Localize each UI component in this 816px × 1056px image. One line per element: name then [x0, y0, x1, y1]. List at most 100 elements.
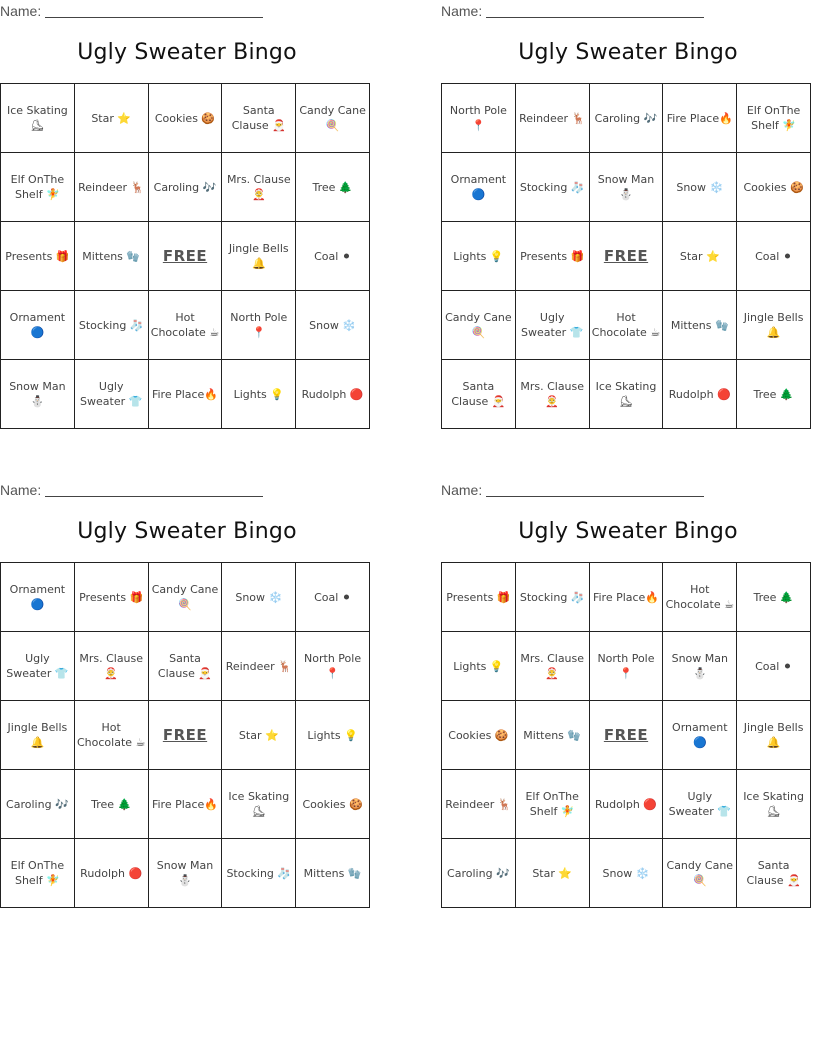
bingo-cell[interactable]: Presents 🎁 — [73, 562, 149, 632]
bingo-cell[interactable]: Cookies 🍪 — [147, 83, 223, 153]
bingo-cell[interactable]: Snow Man ⛄ — [147, 838, 223, 908]
bingo-cell[interactable]: Fire Place🔥 — [147, 359, 223, 429]
bingo-cell[interactable]: Lights 💡 — [295, 700, 370, 770]
bingo-cell[interactable]: Coal ⚫ — [736, 221, 811, 291]
bingo-cell[interactable]: Snow ❄️ — [588, 838, 664, 908]
bingo-cell[interactable]: Ornament 🔵 — [0, 562, 75, 632]
bingo-cell[interactable]: Ugly Sweater 👕 — [0, 631, 75, 701]
bingo-cell[interactable]: Reindeer 🦌 — [441, 769, 516, 839]
bingo-cell[interactable]: Ice Skating ⛸ — [736, 769, 811, 839]
bingo-cell[interactable]: Jingle Bells 🔔 — [0, 700, 75, 770]
bingo-cell[interactable]: Cookies 🍪 — [736, 152, 811, 222]
bingo-cell[interactable]: Reindeer 🦌 — [73, 152, 149, 222]
bingo-cell[interactable]: Ugly Sweater 👕 — [662, 769, 738, 839]
bingo-cell[interactable]: Reindeer 🦌 — [221, 631, 297, 701]
bingo-cell[interactable]: Ornament 🔵 — [662, 700, 738, 770]
free-space-cell[interactable]: FREE — [147, 700, 223, 770]
bingo-cell[interactable]: Santa Clause 🎅 — [736, 838, 811, 908]
bingo-cell[interactable]: North Pole 📍 — [441, 83, 516, 153]
bingo-cell[interactable]: Tree 🌲 — [73, 769, 149, 839]
bingo-cell[interactable]: Tree 🌲 — [736, 359, 811, 429]
bingo-cell[interactable]: Jingle Bells 🔔 — [736, 290, 811, 360]
bingo-cell[interactable]: Ugly Sweater 👕 — [514, 290, 590, 360]
bingo-cell[interactable]: Ice Skating ⛸ — [221, 769, 297, 839]
bingo-cell[interactable]: Candy Cane 🍭 — [295, 83, 370, 153]
bingo-cell[interactable]: Stocking 🧦 — [73, 290, 149, 360]
bingo-cell[interactable]: Mittens 🧤 — [295, 838, 370, 908]
bingo-cell[interactable]: Mittens 🧤 — [514, 700, 590, 770]
bingo-cell[interactable]: Caroling 🎶 — [441, 838, 516, 908]
bingo-cell[interactable]: Caroling 🎶 — [147, 152, 223, 222]
bingo-cell[interactable]: Coal ⚫ — [736, 631, 811, 701]
name-field[interactable]: Name: — [441, 482, 705, 498]
bingo-cell[interactable]: Hot Chocolate ☕ — [147, 290, 223, 360]
bingo-cell[interactable]: North Pole 📍 — [295, 631, 370, 701]
bingo-cell[interactable]: Santa Clause 🎅 — [147, 631, 223, 701]
bingo-cell[interactable]: Stocking 🧦 — [514, 562, 590, 632]
bingo-cell[interactable]: North Pole 📍 — [221, 290, 297, 360]
name-field[interactable]: Name: — [441, 3, 705, 19]
bingo-cell[interactable]: Candy Cane 🍭 — [441, 290, 516, 360]
bingo-cell[interactable]: Lights 💡 — [221, 359, 297, 429]
name-blank-line[interactable] — [45, 484, 264, 497]
bingo-cell[interactable]: Fire Place🔥 — [147, 769, 223, 839]
bingo-cell[interactable]: Stocking 🧦 — [514, 152, 590, 222]
bingo-cell[interactable]: Mittens 🧤 — [662, 290, 738, 360]
bingo-cell[interactable]: Snow Man ⛄ — [0, 359, 75, 429]
bingo-cell[interactable]: Star ⭐ — [514, 838, 590, 908]
bingo-cell[interactable]: Hot Chocolate ☕ — [662, 562, 738, 632]
bingo-cell[interactable]: Coal ⚫ — [295, 221, 370, 291]
bingo-cell[interactable]: Rudolph 🔴 — [295, 359, 370, 429]
bingo-cell[interactable]: Candy Cane 🍭 — [147, 562, 223, 632]
bingo-cell[interactable]: Elf OnThe Shelf 🧚 — [0, 838, 75, 908]
bingo-cell[interactable]: Rudolph 🔴 — [588, 769, 664, 839]
bingo-cell[interactable]: Presents 🎁 — [441, 562, 516, 632]
name-blank-line[interactable] — [45, 5, 264, 18]
name-blank-line[interactable] — [486, 5, 705, 18]
bingo-cell[interactable]: Fire Place🔥 — [588, 562, 664, 632]
bingo-cell[interactable]: Lights 💡 — [441, 221, 516, 291]
free-space-cell[interactable]: FREE — [588, 221, 664, 291]
bingo-cell[interactable]: Fire Place🔥 — [662, 83, 738, 153]
bingo-cell[interactable]: Reindeer 🦌 — [514, 83, 590, 153]
name-blank-line[interactable] — [486, 484, 705, 497]
bingo-cell[interactable]: Snow ❄️ — [295, 290, 370, 360]
bingo-cell[interactable]: Star ⭐ — [221, 700, 297, 770]
bingo-cell[interactable]: Hot Chocolate ☕ — [588, 290, 664, 360]
bingo-cell[interactable]: Star ⭐ — [73, 83, 149, 153]
bingo-cell[interactable]: Presents 🎁 — [514, 221, 590, 291]
bingo-cell[interactable]: Rudolph 🔴 — [73, 838, 149, 908]
bingo-cell[interactable]: Snow ❄️ — [221, 562, 297, 632]
bingo-cell[interactable]: Santa Clause 🎅 — [441, 359, 516, 429]
bingo-cell[interactable]: Lights 💡 — [441, 631, 516, 701]
bingo-cell[interactable]: Ornament 🔵 — [0, 290, 75, 360]
bingo-cell[interactable]: Mrs. Clause 🤶 — [221, 152, 297, 222]
bingo-cell[interactable]: Hot Chocolate ☕ — [73, 700, 149, 770]
free-space-cell[interactable]: FREE — [147, 221, 223, 291]
bingo-cell[interactable]: Candy Cane 🍭 — [662, 838, 738, 908]
bingo-cell[interactable]: Santa Clause 🎅 — [221, 83, 297, 153]
bingo-cell[interactable]: Presents 🎁 — [0, 221, 75, 291]
bingo-cell[interactable]: Rudolph 🔴 — [662, 359, 738, 429]
bingo-cell[interactable]: Ice Skating ⛸ — [588, 359, 664, 429]
bingo-cell[interactable]: Elf OnThe Shelf 🧚 — [0, 152, 75, 222]
bingo-cell[interactable]: North Pole 📍 — [588, 631, 664, 701]
bingo-cell[interactable]: Elf OnThe Shelf 🧚 — [736, 83, 811, 153]
bingo-cell[interactable]: Mittens 🧤 — [73, 221, 149, 291]
bingo-cell[interactable]: Star ⭐ — [662, 221, 738, 291]
bingo-cell[interactable]: Coal ⚫ — [295, 562, 370, 632]
bingo-cell[interactable]: Tree 🌲 — [295, 152, 370, 222]
name-field[interactable]: Name: — [0, 482, 264, 498]
name-field[interactable]: Name: — [0, 3, 264, 19]
bingo-cell[interactable]: Snow Man ⛄ — [662, 631, 738, 701]
bingo-cell[interactable]: Jingle Bells 🔔 — [221, 221, 297, 291]
bingo-cell[interactable]: Snow Man ⛄ — [588, 152, 664, 222]
bingo-cell[interactable]: Cookies 🍪 — [441, 700, 516, 770]
bingo-cell[interactable]: Tree 🌲 — [736, 562, 811, 632]
bingo-cell[interactable]: Mrs. Clause 🤶 — [73, 631, 149, 701]
bingo-cell[interactable]: Caroling 🎶 — [588, 83, 664, 153]
bingo-cell[interactable]: Ugly Sweater 👕 — [73, 359, 149, 429]
free-space-cell[interactable]: FREE — [588, 700, 664, 770]
bingo-cell[interactable]: Snow ❄️ — [662, 152, 738, 222]
bingo-cell[interactable]: Mrs. Clause 🤶 — [514, 359, 590, 429]
